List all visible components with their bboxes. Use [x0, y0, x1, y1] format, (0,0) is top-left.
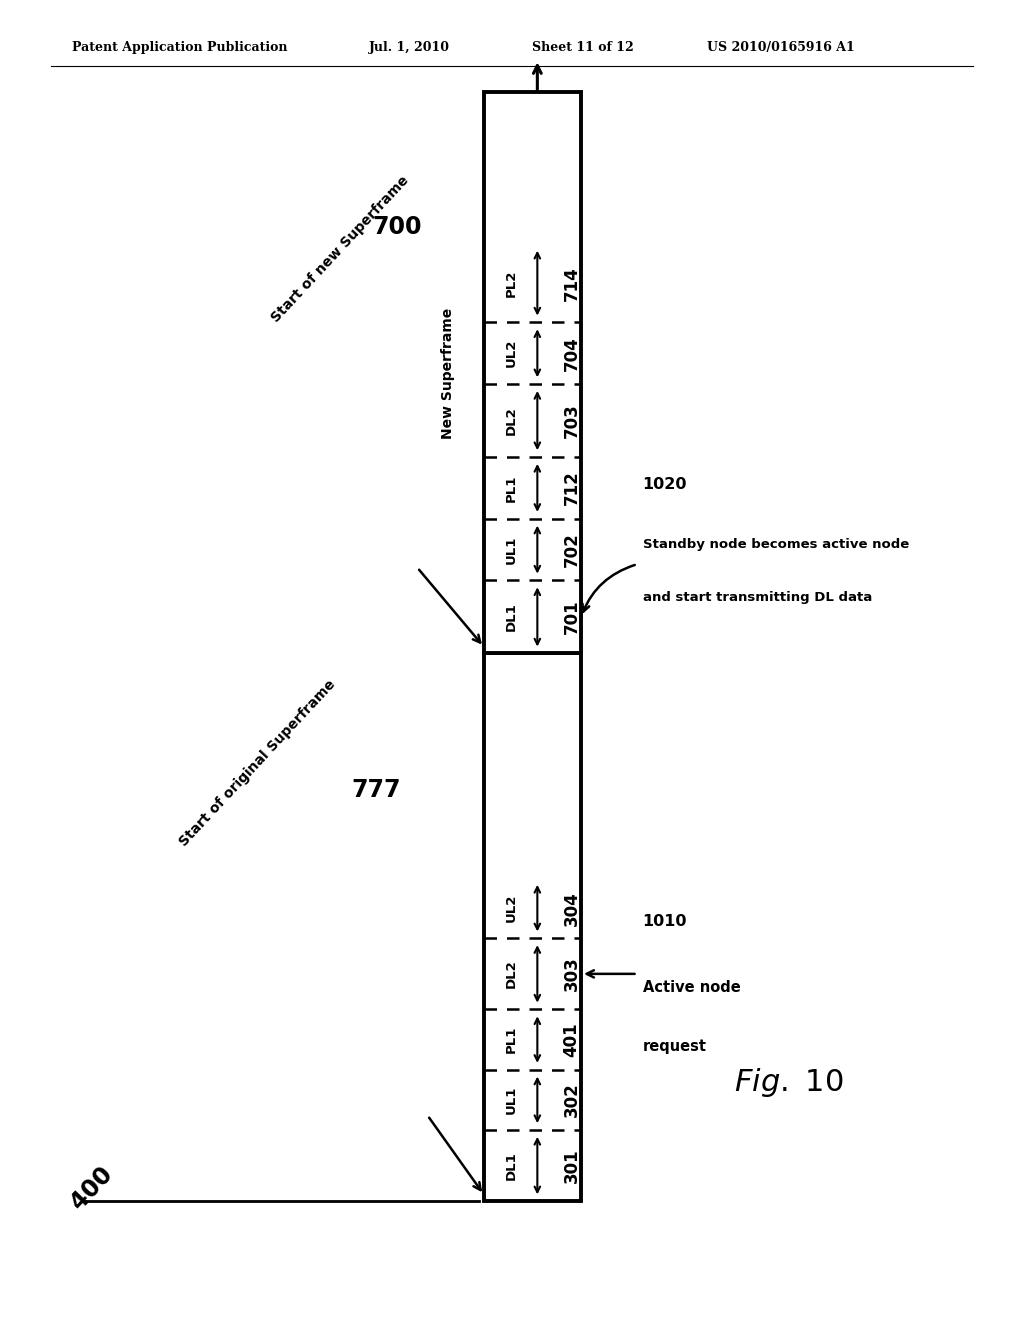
Bar: [484, 653, 582, 1201]
Text: 302: 302: [562, 1082, 581, 1117]
Text: 701: 701: [562, 599, 581, 634]
Text: New Superframe: New Superframe: [441, 308, 455, 438]
Text: and start transmitting DL data: and start transmitting DL data: [643, 590, 871, 603]
Text: 700: 700: [372, 215, 422, 239]
Text: 714: 714: [562, 265, 581, 301]
Bar: [484, 92, 582, 653]
Text: PL1: PL1: [505, 474, 517, 502]
Text: 303: 303: [562, 957, 581, 991]
Text: DL1: DL1: [505, 1151, 517, 1180]
Text: DL1: DL1: [505, 602, 517, 631]
Text: UL1: UL1: [505, 536, 517, 564]
Text: US 2010/0165916 A1: US 2010/0165916 A1: [707, 41, 854, 54]
Text: Sheet 11 of 12: Sheet 11 of 12: [532, 41, 634, 54]
Text: Patent Application Publication: Patent Application Publication: [72, 41, 287, 54]
Text: PL1: PL1: [505, 1026, 517, 1053]
Text: 777: 777: [351, 779, 401, 803]
Text: 400: 400: [67, 1162, 118, 1214]
Text: PL2: PL2: [505, 269, 517, 297]
Text: UL1: UL1: [505, 1085, 517, 1114]
Text: 1020: 1020: [643, 478, 687, 492]
Text: 702: 702: [562, 532, 581, 568]
Text: $\mathit{Fig.}\ \mathit{10}$: $\mathit{Fig.}\ \mathit{10}$: [733, 1067, 844, 1098]
Text: Standby node becomes active node: Standby node becomes active node: [643, 537, 909, 550]
Text: 1010: 1010: [643, 913, 687, 928]
Text: UL2: UL2: [505, 339, 517, 367]
Text: 401: 401: [562, 1022, 581, 1057]
Text: 304: 304: [562, 891, 581, 925]
Text: DL2: DL2: [505, 960, 517, 989]
Text: request: request: [643, 1039, 707, 1053]
Text: Start of original Superframe: Start of original Superframe: [177, 677, 338, 849]
Text: Active node: Active node: [643, 979, 740, 994]
Text: DL2: DL2: [505, 407, 517, 436]
Text: UL2: UL2: [505, 894, 517, 923]
Text: 704: 704: [562, 335, 581, 371]
Text: Jul. 1, 2010: Jul. 1, 2010: [369, 41, 450, 54]
Text: 703: 703: [562, 403, 581, 438]
Text: 712: 712: [562, 470, 581, 506]
Text: Start of new Superframe: Start of new Superframe: [269, 174, 412, 325]
Text: 301: 301: [562, 1148, 581, 1183]
